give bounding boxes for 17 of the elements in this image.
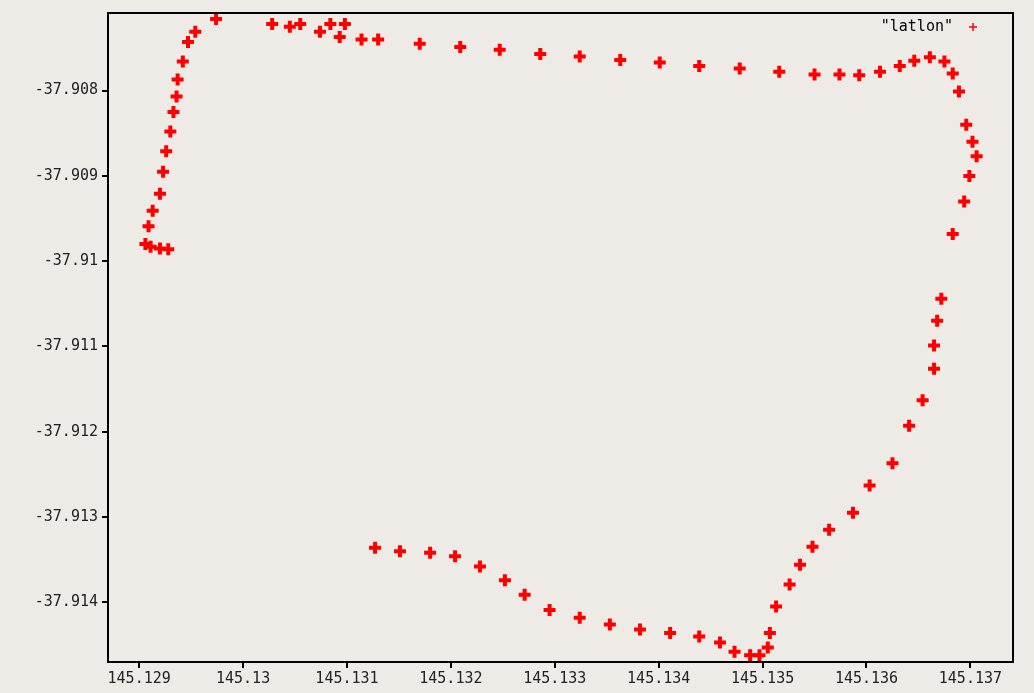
x-tick-label: 145.135 bbox=[730, 668, 795, 687]
x-tick-label: 145.13 bbox=[215, 668, 271, 687]
x-tick-label: 145.134 bbox=[627, 668, 691, 687]
x-tick-label: 145.131 bbox=[315, 668, 379, 687]
x-tick-label: 145.129 bbox=[107, 668, 171, 687]
y-tick-label: -37.914 bbox=[34, 592, 98, 611]
y-tick-label: -37.908 bbox=[34, 80, 98, 99]
y-tick-label: -37.911 bbox=[34, 336, 98, 355]
y-tick-label: -37.912 bbox=[34, 421, 98, 440]
x-tick-label: 145.132 bbox=[419, 668, 483, 687]
y-tick-label: -37.909 bbox=[34, 165, 98, 184]
y-tick-label: -37.913 bbox=[34, 506, 98, 525]
y-tick-label: -37.91 bbox=[43, 251, 98, 270]
legend-label: "latlon" bbox=[880, 16, 953, 35]
x-tick-label: 145.137 bbox=[938, 668, 1003, 687]
x-tick-label: 145.136 bbox=[834, 668, 899, 687]
x-tick-label: 145.133 bbox=[523, 668, 587, 687]
